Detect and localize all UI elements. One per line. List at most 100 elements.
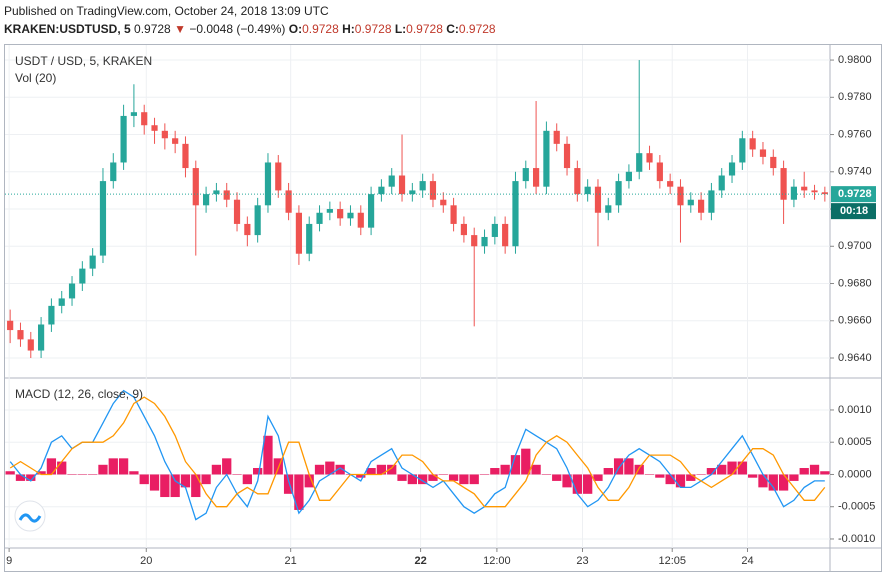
x-tick-label: 20 xyxy=(140,555,152,567)
candle-body xyxy=(347,212,354,219)
histogram-bar xyxy=(541,474,552,475)
histogram-bar xyxy=(572,474,582,494)
y-tick-label: -0.0010 xyxy=(838,533,875,545)
histogram-bar xyxy=(294,474,304,510)
candle-body xyxy=(481,236,488,247)
histogram-bar xyxy=(706,468,717,475)
volume-title: Vol (20) xyxy=(15,71,56,85)
histogram-bar xyxy=(36,471,46,475)
marks xyxy=(5,60,830,521)
ohlc-o: O:0.9728 xyxy=(289,22,339,36)
candle-body xyxy=(130,112,137,116)
candle-body xyxy=(605,205,612,213)
candle-body xyxy=(141,112,148,126)
candle-body xyxy=(295,212,302,254)
histogram-bar xyxy=(448,474,459,481)
histogram-bar xyxy=(149,474,160,491)
histogram-bar xyxy=(314,464,325,475)
y-tick-label: -0.0005 xyxy=(838,501,875,513)
histogram-bar xyxy=(644,474,655,475)
y-tick-label: 0.9760 xyxy=(838,128,872,140)
ohlc-l: L:0.9728 xyxy=(395,22,443,36)
histogram-bar xyxy=(263,435,273,475)
last-price-box xyxy=(831,186,876,203)
ohlc-h: H:0.9728 xyxy=(342,22,391,36)
macd-title: MACD (12, 26, close, 9) xyxy=(15,387,143,401)
candle-body xyxy=(244,223,251,236)
histogram-bar xyxy=(325,461,335,475)
y-tick-label: 0.9680 xyxy=(838,277,872,289)
price-title: USDT / USD, 5, KRAKEN xyxy=(15,54,152,68)
histogram-bar xyxy=(717,464,727,475)
symbol: KRAKEN:USDTUSD, 5 xyxy=(4,22,131,36)
candle-body xyxy=(275,162,282,191)
candle-body xyxy=(821,192,828,195)
histogram-bar xyxy=(283,474,294,494)
y-tick-label: 0.9700 xyxy=(838,240,872,252)
candle-body xyxy=(192,168,199,206)
histogram-bar xyxy=(758,474,768,488)
candle-body xyxy=(89,255,96,269)
histogram-bar xyxy=(180,474,191,488)
histogram-bar xyxy=(655,474,665,478)
candle-body xyxy=(306,223,313,254)
candle-body xyxy=(378,186,385,195)
histogram-bar xyxy=(459,474,469,485)
histogram-bar xyxy=(583,474,593,494)
y-tick-label: 0.0000 xyxy=(838,468,872,480)
candle-body xyxy=(79,268,86,284)
macd-line xyxy=(9,389,825,521)
candle-body xyxy=(429,181,437,200)
histogram-bar xyxy=(552,474,562,481)
countdown-label: 00:18 xyxy=(840,205,868,217)
overlay: 0.9728 00:18 xyxy=(831,186,876,220)
histogram-bar xyxy=(634,464,644,475)
histogram-bar xyxy=(778,474,789,491)
candle-body xyxy=(182,143,189,169)
histogram-bar xyxy=(428,474,438,481)
histogram-bar xyxy=(98,464,108,475)
x-tick-label: 22 xyxy=(414,555,426,567)
candle-body xyxy=(368,194,375,228)
symbol-line: KRAKEN:USDTUSD, 5 0.9728 ▼ −0.0048 (−0.4… xyxy=(4,22,496,36)
histogram-bar xyxy=(418,474,428,485)
histogram-bar xyxy=(335,464,345,475)
candle-body xyxy=(584,186,591,195)
histogram-bar xyxy=(201,474,211,485)
histogram-bar xyxy=(490,468,500,475)
y-tick-label: 0.9640 xyxy=(838,352,872,364)
histogram-bar xyxy=(469,474,479,485)
x-tick-label: 23 xyxy=(576,555,588,567)
candle-body xyxy=(223,190,230,200)
x-tick-label: 24 xyxy=(741,555,753,567)
y-tick-label: 0.9800 xyxy=(838,54,872,66)
last-price-label: 0.9728 xyxy=(838,188,872,200)
y-tick-label: 0.9740 xyxy=(838,166,872,178)
y-tick-label: 0.0010 xyxy=(838,404,872,416)
candle-body xyxy=(533,168,540,187)
candle-body xyxy=(337,209,344,219)
candle-body xyxy=(38,324,45,351)
histogram-bar xyxy=(521,448,531,475)
candle-body xyxy=(491,223,498,237)
last: 0.9728 xyxy=(134,22,171,36)
candle-body xyxy=(419,181,426,191)
candle-body xyxy=(17,330,24,340)
candle-body xyxy=(739,138,746,163)
candle-body xyxy=(326,209,333,213)
candle-body xyxy=(264,162,272,206)
histogram-bar xyxy=(727,461,737,475)
histogram-bar xyxy=(748,474,758,478)
histogram-bar xyxy=(562,474,572,488)
o-label: O: xyxy=(288,22,303,36)
candle-body xyxy=(759,149,767,157)
y-tick-label: 0.0005 xyxy=(838,436,872,448)
grid: 9 20 21 22 12:00 23 12:05 24 0.9800 0.9780 0.9760 0… xyxy=(5,45,875,567)
histogram-bar xyxy=(366,468,376,475)
candle-body xyxy=(522,168,529,182)
x-tick-label: 21 xyxy=(285,555,297,567)
candle-body xyxy=(687,199,694,206)
candle-body xyxy=(203,194,210,206)
candle-body xyxy=(667,181,674,187)
